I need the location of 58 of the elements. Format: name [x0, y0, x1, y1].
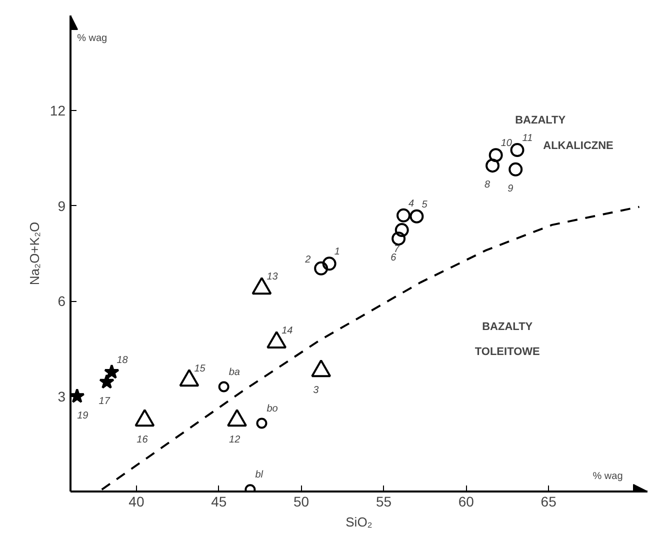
y-tick-label: 9: [58, 198, 66, 214]
annotation: 19: [77, 410, 89, 422]
point: [104, 364, 120, 379]
point: [218, 381, 230, 392]
annotation: 3: [313, 384, 320, 396]
x-tick-label: 40: [128, 494, 144, 510]
point: [508, 162, 523, 176]
annotation: 9: [508, 183, 514, 194]
annotation: ALKALICZNE: [543, 140, 614, 152]
point: [134, 409, 155, 427]
annotation: 14: [282, 325, 294, 336]
x-axis-title: SiO₂: [346, 514, 372, 530]
annotation: % wag: [592, 470, 623, 482]
annotation: BAZALTY: [515, 114, 566, 127]
annotation: bo: [266, 403, 278, 414]
y-tick-label: 6: [58, 293, 66, 310]
point: [486, 158, 500, 173]
annotation: 17: [98, 396, 110, 408]
annotation: 15: [194, 363, 206, 374]
annotation: 6: [390, 252, 397, 264]
annotation: bl: [255, 470, 264, 481]
x-tick-label: 50: [294, 494, 310, 510]
point: [70, 388, 85, 403]
annotation: 5: [422, 199, 428, 210]
point: [314, 261, 328, 276]
point: [396, 208, 411, 222]
point: [311, 360, 332, 378]
point: [510, 143, 524, 158]
annotation: 13: [266, 271, 278, 282]
annotation: 2: [304, 254, 312, 266]
point: [227, 409, 248, 427]
point: [99, 374, 114, 389]
annotation: 10: [500, 138, 512, 150]
annotation: 1: [334, 246, 340, 258]
x-tick-label: 55: [376, 494, 392, 510]
annotation: BAZALTY: [482, 320, 534, 333]
x-tick-label: 60: [458, 494, 474, 510]
annotation: 11: [522, 133, 533, 144]
y-tick-label: 3: [58, 388, 66, 404]
annotation: 18: [116, 355, 128, 366]
annotation: 16: [136, 434, 148, 446]
annotation: 7: [394, 244, 400, 256]
annotation: 8: [484, 180, 491, 191]
point: [488, 148, 503, 162]
x-tick-label: 65: [540, 494, 557, 510]
point: [392, 232, 406, 246]
annotation: 12: [229, 434, 241, 446]
annotation: 4: [408, 198, 415, 210]
annotation: TOLEITOWE: [474, 346, 540, 358]
point: [256, 418, 268, 429]
annotation: % wag: [77, 33, 108, 44]
annotation: ba: [228, 366, 240, 378]
y-axis-title: Na₂O+K₂O: [26, 222, 42, 286]
x-tick-label: 45: [211, 494, 227, 510]
point: [322, 256, 336, 271]
point: [394, 223, 409, 238]
y-tick-label: 12: [50, 102, 66, 119]
point: [410, 209, 424, 224]
